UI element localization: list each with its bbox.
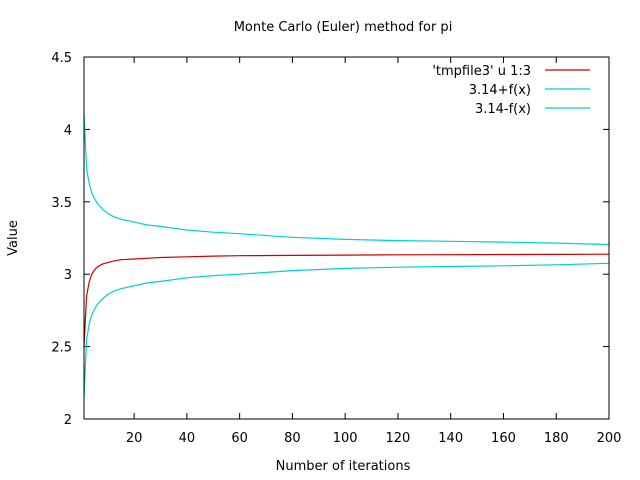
y-tick-label: 3.5 — [51, 196, 72, 211]
y-tick-label: 3 — [64, 268, 72, 283]
x-tick-label: 100 — [333, 431, 358, 446]
x-tick-label: 200 — [597, 431, 622, 446]
x-tick-label: 80 — [284, 431, 301, 446]
series-line-1 — [83, 253, 610, 347]
x-tick-label: 180 — [544, 431, 569, 446]
x-tick-label: 40 — [179, 431, 196, 446]
legend: 'tmpfile3' u 1:3 3.14+f(x) 3.14-f(x) — [432, 64, 590, 117]
axis-ticks: 2 2.5 3 3.5 4 4.5 20 40 60 80 100 120 140 160 180 200 — [51, 51, 621, 446]
chart-title: Monte Carlo (Euler) method for pi — [234, 20, 453, 35]
series-line-3 — [83, 262, 610, 398]
x-tick-label: 120 — [386, 431, 411, 446]
legend-label: 3.14+f(x) — [469, 83, 531, 98]
series-line-2 — [83, 114, 610, 246]
x-axis-label: Number of iterations — [276, 459, 411, 474]
x-tick-label: 20 — [126, 431, 143, 446]
plot-series — [83, 114, 610, 398]
legend-label: 'tmpfile3' u 1:3 — [432, 64, 531, 79]
y-tick-label: 4 — [64, 123, 72, 138]
y-axis-label: Value — [6, 220, 21, 256]
y-tick-label: 4.5 — [51, 51, 72, 66]
x-tick-label: 60 — [231, 431, 248, 446]
x-tick-label: 160 — [491, 431, 516, 446]
plot-frame — [83, 56, 610, 420]
x-tick-label: 140 — [438, 431, 463, 446]
legend-label: 3.14-f(x) — [475, 102, 531, 117]
y-tick-label: 2.5 — [51, 341, 72, 356]
y-tick-label: 2 — [64, 413, 72, 428]
